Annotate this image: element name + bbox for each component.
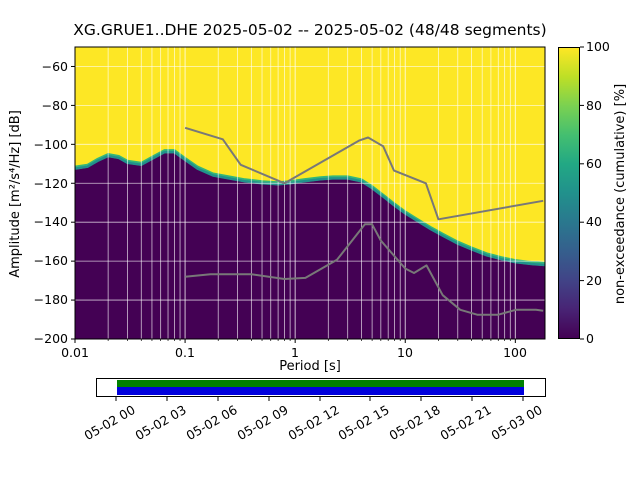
x-tick-label: 1 — [291, 345, 299, 360]
y-tick-label: −120 — [33, 175, 68, 191]
colorbar-tick-label: 20 — [586, 272, 602, 288]
y-tick-label: −60 — [41, 58, 68, 74]
plot-title: XG.GRUE1..DHE 2025-05-02 -- 2025-05-02 (… — [73, 21, 547, 39]
y-tick-label: −80 — [41, 97, 68, 113]
colorbar-tick-label: 80 — [586, 97, 602, 113]
colorbar — [558, 47, 580, 339]
x-axis-label: Period [s] — [279, 359, 341, 374]
x-tick-label: 0.1 — [175, 345, 195, 360]
colorbar-label: non-exceedance (cumulative) [%] — [613, 83, 628, 305]
y-tick-label: −200 — [33, 331, 68, 346]
colorbar-tick-label: 0 — [586, 331, 594, 346]
y-tick-label: −100 — [33, 136, 68, 152]
timeline-coverage-blue — [117, 386, 524, 395]
y-tick-label: −180 — [33, 292, 68, 307]
y-tick-label: −140 — [33, 214, 68, 229]
x-tick-label: 0.01 — [61, 345, 89, 360]
timeline-coverage-bar — [117, 380, 524, 395]
x-tick-label: 10 — [397, 345, 413, 360]
y-axis-label: Amplitude [m²/s⁴/Hz] [dB] — [8, 110, 23, 278]
y-tick-label: −160 — [33, 253, 68, 268]
colorbar-tick-label: 60 — [586, 156, 602, 171]
colorbar-tick-label: 100 — [586, 39, 610, 54]
timeline-coverage-green — [117, 380, 524, 387]
colorbar-tick-label: 40 — [586, 214, 602, 229]
x-tick-label: 100 — [503, 345, 527, 360]
timeline-box — [96, 378, 546, 397]
